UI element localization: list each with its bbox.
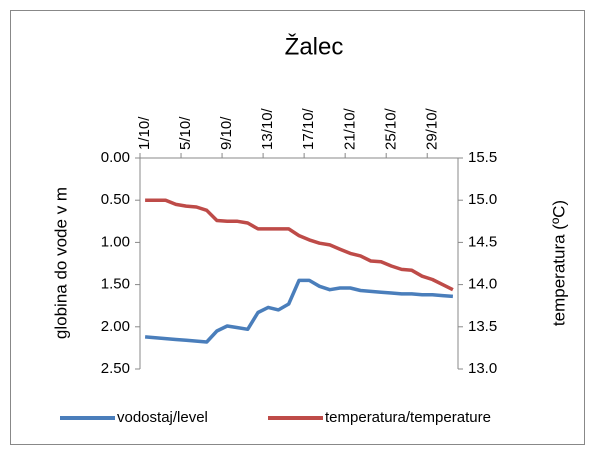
legend-label: vodostaj/level [117,409,208,426]
y-axis-title: globina do vode v m [51,187,70,339]
x-tick-label: 21/10/ [341,107,358,150]
series-line [145,198,454,292]
y2-tick-label: 13.5 [468,318,497,335]
y2-axis-title: temperatura (ºC) [549,200,568,326]
x-tick-label: 17/10/ [300,107,317,150]
x-tick-label: 5/10/ [177,116,194,150]
x-tick-label: 1/10/ [136,116,153,150]
y-tick-label: 0.00 [101,149,130,166]
x-tick-label: 9/10/ [218,116,235,150]
y2-tick-label: 14.0 [468,276,497,293]
x-tick-label: 29/10/ [423,107,440,150]
y-tick-label: 2.50 [101,360,130,377]
x-tick-label: 13/10/ [259,107,276,150]
y-tick-label: 2.00 [101,318,130,335]
series-line [144,278,454,344]
y2-tick-label: 15.5 [468,149,497,166]
y2-tick-label: 15.0 [468,191,497,208]
y-tick-label: 1.50 [101,276,130,293]
y2-tick-label: 13.0 [468,360,497,377]
chart-frame [10,10,585,445]
y2-tick-label: 14.5 [468,233,497,250]
y-tick-label: 0.50 [101,191,130,208]
chart-title: Žalec [285,33,344,60]
y-tick-label: 1.00 [101,233,130,250]
legend-label: temperatura/temperature [325,409,491,426]
x-tick-label: 25/10/ [382,107,399,150]
